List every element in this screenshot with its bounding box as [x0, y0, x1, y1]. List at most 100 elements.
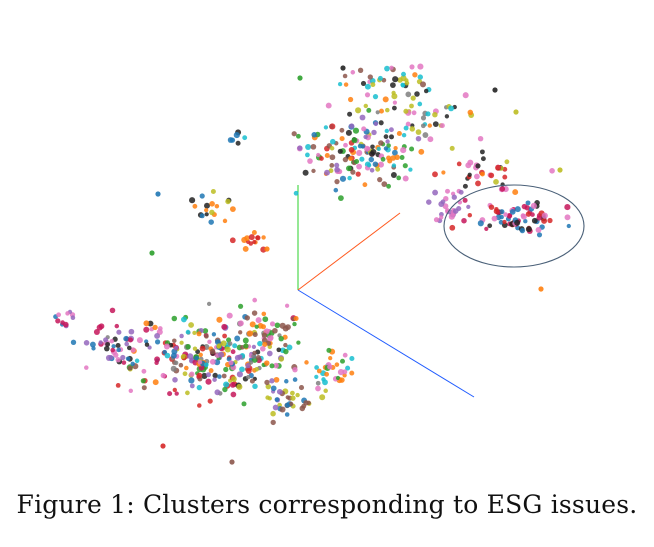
data-point — [251, 230, 257, 235]
data-point — [199, 193, 205, 199]
data-point — [209, 348, 216, 355]
data-point — [401, 132, 407, 138]
data-point — [449, 224, 456, 231]
data-point — [356, 163, 362, 170]
data-point — [325, 102, 332, 109]
data-point — [375, 166, 381, 172]
data-point — [480, 156, 486, 162]
data-point — [276, 388, 283, 395]
data-point — [143, 320, 150, 327]
data-point — [276, 347, 282, 353]
data-point — [262, 316, 269, 323]
data-point — [337, 148, 343, 154]
data-point — [329, 123, 336, 130]
data-point — [321, 377, 326, 382]
data-point — [232, 343, 238, 349]
data-point — [189, 197, 196, 204]
data-point — [364, 92, 371, 98]
data-point — [350, 169, 356, 175]
data-point — [269, 378, 275, 384]
data-point — [392, 105, 397, 111]
data-point — [420, 123, 426, 129]
data-point — [299, 405, 306, 412]
data-point — [155, 191, 161, 197]
data-point — [239, 366, 245, 373]
data-point — [125, 356, 131, 361]
data-point — [337, 81, 343, 87]
data-point — [284, 412, 290, 417]
data-point — [359, 156, 365, 162]
data-point — [339, 377, 345, 383]
data-point — [149, 250, 155, 256]
data-point — [330, 138, 336, 145]
data-point — [248, 360, 254, 365]
data-point — [198, 352, 203, 358]
data-point — [340, 358, 345, 364]
data-point — [499, 186, 506, 192]
data-point — [403, 108, 409, 114]
data-point — [264, 379, 270, 386]
data-point — [298, 385, 305, 391]
data-point — [285, 395, 290, 400]
data-point — [360, 80, 367, 86]
data-point — [381, 181, 388, 187]
data-point — [173, 360, 179, 366]
data-point — [154, 339, 161, 345]
data-point — [342, 352, 348, 358]
data-point — [229, 459, 235, 465]
data-point — [144, 342, 150, 347]
data-point — [235, 140, 241, 146]
data-point — [237, 320, 244, 327]
data-point — [366, 163, 372, 168]
data-point — [451, 194, 457, 200]
data-point — [405, 121, 411, 127]
data-point — [265, 383, 272, 390]
data-point — [333, 187, 339, 193]
data-point — [220, 340, 227, 347]
data-point — [163, 343, 170, 350]
data-point — [525, 226, 532, 233]
data-point — [255, 235, 260, 240]
data-point — [410, 95, 416, 101]
data-point — [420, 115, 427, 121]
data-point — [208, 219, 214, 225]
data-point — [65, 311, 70, 316]
data-point — [399, 155, 405, 160]
data-point — [368, 156, 375, 163]
data-point — [222, 218, 228, 224]
data-point — [226, 356, 232, 362]
data-point — [549, 168, 555, 174]
data-point — [427, 123, 432, 128]
data-point — [214, 203, 220, 209]
data-point — [302, 169, 309, 176]
data-point — [536, 215, 542, 221]
data-point — [355, 107, 362, 114]
data-point — [242, 337, 249, 344]
data-point — [377, 176, 383, 183]
data-point — [363, 134, 368, 140]
data-point — [269, 363, 275, 369]
data-point — [315, 385, 321, 392]
data-point — [334, 362, 340, 367]
data-point — [404, 78, 409, 83]
data-point — [172, 387, 177, 393]
data-point — [143, 326, 150, 333]
data-point — [477, 220, 484, 227]
data-point — [370, 82, 376, 88]
data-point — [205, 378, 212, 385]
highlight-layer — [443, 184, 585, 268]
data-point — [196, 372, 203, 379]
data-point — [140, 378, 146, 384]
data-point — [204, 202, 210, 209]
data-point — [173, 345, 179, 351]
data-point — [197, 359, 203, 365]
data-point — [495, 164, 502, 171]
figure-caption: Figure 1: Clusters corresponding to ESG … — [16, 490, 638, 519]
data-point — [160, 372, 166, 379]
data-point — [557, 167, 563, 173]
data-point — [488, 204, 495, 210]
data-point — [427, 136, 434, 143]
data-point — [329, 154, 336, 161]
data-point — [466, 204, 471, 209]
data-point — [493, 179, 499, 185]
